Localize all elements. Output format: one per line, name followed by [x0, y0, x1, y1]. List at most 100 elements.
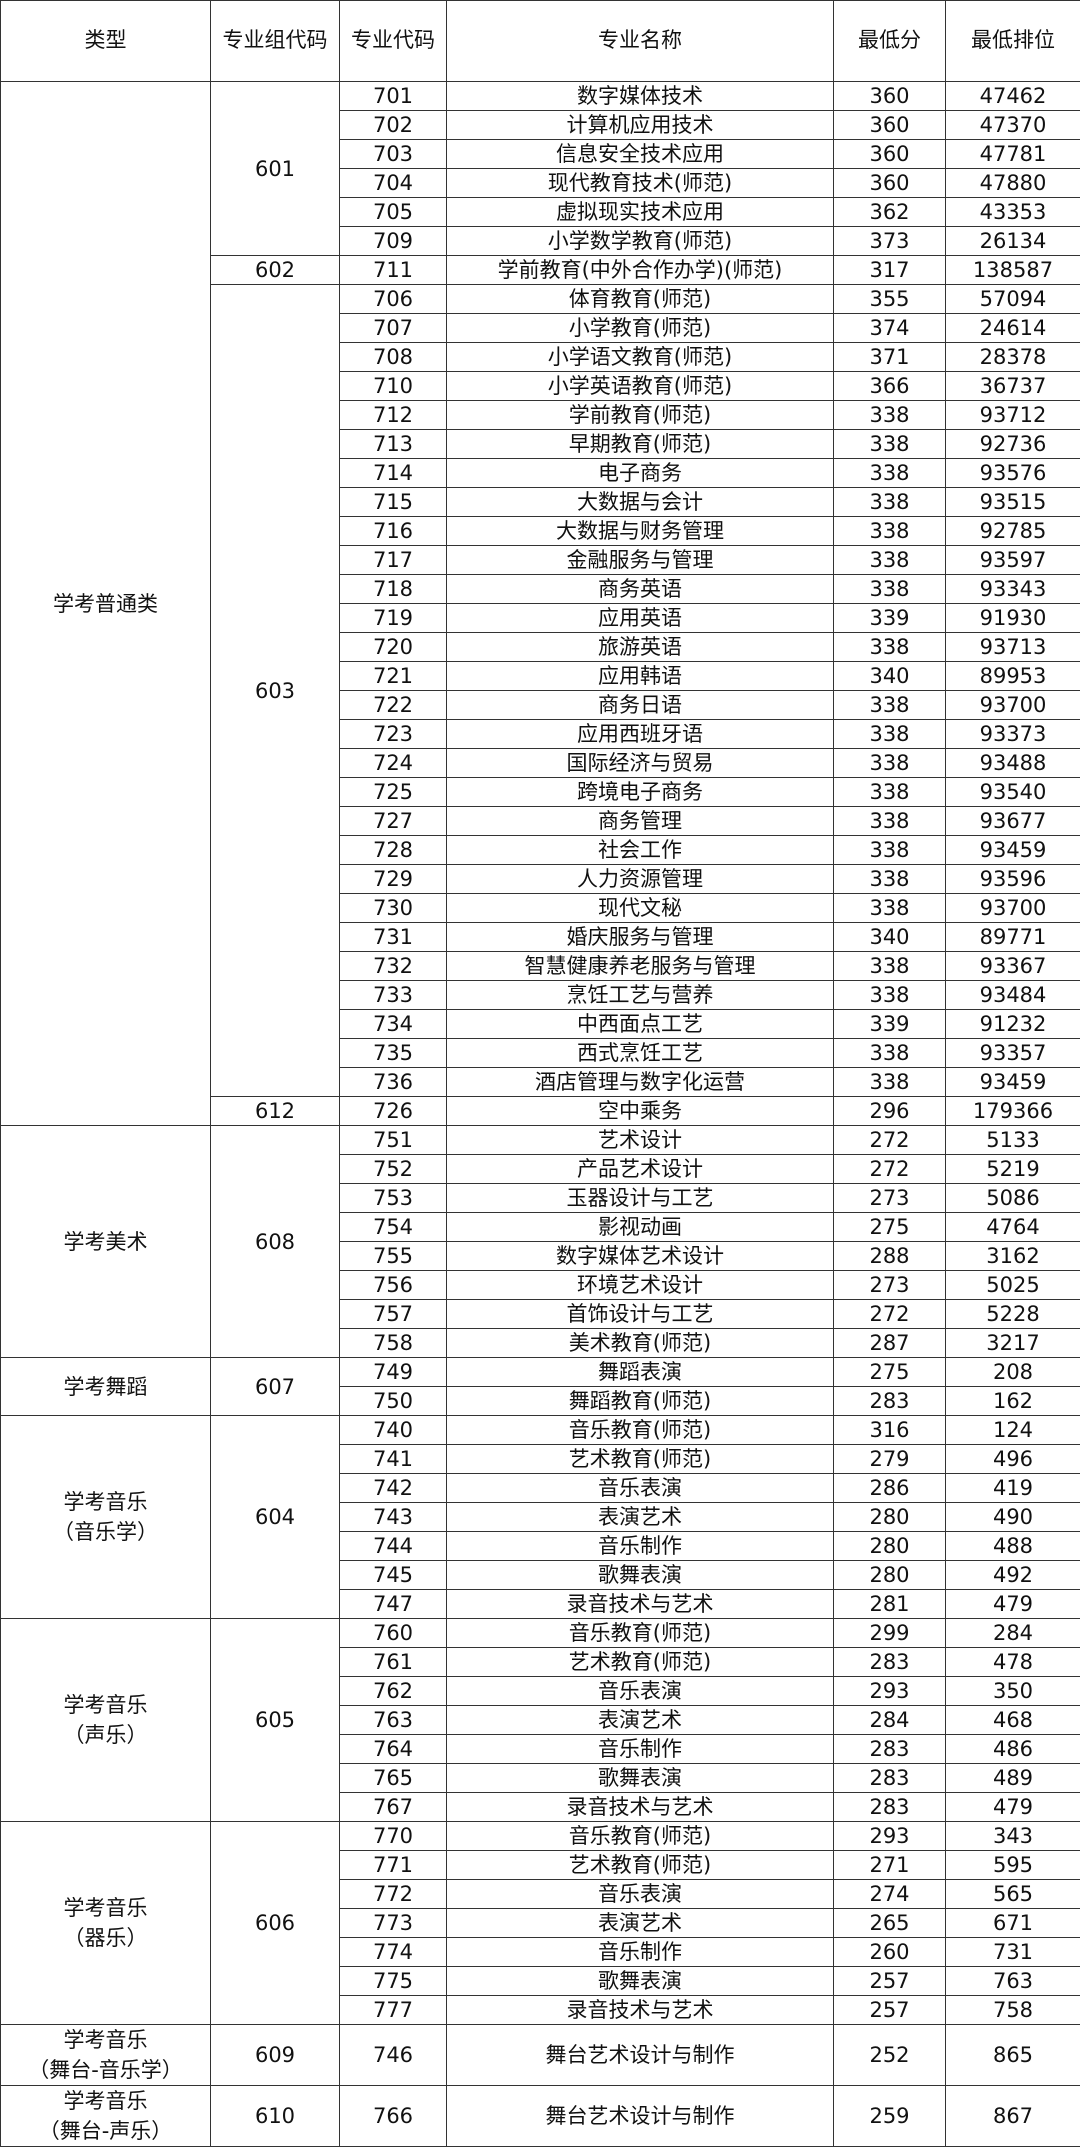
min-score: 252 — [833, 2024, 946, 2086]
min-rank: 47462 — [945, 81, 1080, 111]
table-row: 750 舞蹈教育(师范) 283 162 — [1, 1386, 1080, 1416]
table-row: 721 应用韩语 340 89953 — [1, 661, 1080, 691]
min-rank: 91930 — [945, 603, 1080, 633]
major-name: 跨境电子商务 — [446, 777, 834, 807]
major-code: 754 — [339, 1212, 447, 1242]
major-code: 726 — [339, 1096, 447, 1126]
min-rank: 89953 — [945, 661, 1080, 691]
min-score: 317 — [833, 255, 946, 285]
major-code: 708 — [339, 342, 447, 372]
major-code: 742 — [339, 1473, 447, 1503]
min-score: 283 — [833, 1792, 946, 1822]
table-row: 744 音乐制作 280 488 — [1, 1531, 1080, 1561]
major-name: 应用英语 — [446, 603, 834, 633]
major-code: 777 — [339, 1995, 447, 2025]
major-code: 709 — [339, 226, 447, 256]
major-name: 数字媒体艺术设计 — [446, 1241, 834, 1271]
major-name: 人力资源管理 — [446, 864, 834, 894]
major-code: 767 — [339, 1792, 447, 1822]
major-name: 电子商务 — [446, 458, 834, 488]
min-rank: 47781 — [945, 139, 1080, 169]
min-score: 275 — [833, 1357, 946, 1387]
min-score: 283 — [833, 1763, 946, 1793]
type-cell: 学考美术 — [0, 1125, 211, 1358]
major-name: 社会工作 — [446, 835, 834, 865]
major-name: 体育教育(师范) — [446, 284, 834, 314]
min-score: 338 — [833, 690, 946, 720]
min-score: 299 — [833, 1618, 946, 1648]
table-row: 学考音乐 （音乐学） 604 740 音乐教育(师范) 316 124 — [0, 1415, 1080, 1619]
major-code: 770 — [339, 1821, 447, 1851]
major-name: 音乐教育(师范) — [446, 1821, 834, 1851]
min-score: 340 — [833, 922, 946, 952]
type-cell: 学考音乐 （舞台-声乐） — [0, 2085, 211, 2147]
major-name: 现代文秘 — [446, 893, 834, 923]
major-code: 756 — [339, 1270, 447, 1300]
table-row: 775 歌舞表演 257 763 — [1, 1966, 1080, 1996]
group-code: 609 — [210, 2024, 340, 2086]
table-row: 709 小学数学教育(师范) 373 26134 — [1, 226, 1080, 256]
min-score: 338 — [833, 777, 946, 807]
min-rank: 284 — [945, 1618, 1080, 1648]
min-rank: 5219 — [945, 1154, 1080, 1184]
min-rank: 489 — [945, 1763, 1080, 1793]
table-row: 767 录音技术与艺术 283 479 — [1, 1792, 1080, 1822]
min-rank: 91232 — [945, 1009, 1080, 1039]
min-score: 360 — [833, 168, 946, 198]
major-code: 743 — [339, 1502, 447, 1532]
major-code: 775 — [339, 1966, 447, 1996]
min-rank: 93515 — [945, 487, 1080, 517]
type-cell: 学考音乐 （舞台-音乐学） — [0, 2024, 211, 2086]
min-score: 293 — [833, 1676, 946, 1706]
min-rank: 479 — [945, 1792, 1080, 1822]
major-code: 750 — [339, 1386, 447, 1416]
min-rank: 93576 — [945, 458, 1080, 488]
major-name: 美术教育(师范) — [446, 1328, 834, 1358]
type-line: 学考音乐 — [63, 2089, 148, 2113]
major-name: 应用韩语 — [446, 661, 834, 691]
header-cell: 类型 — [0, 0, 211, 82]
table-row: 603 706 体育教育(师范) 355 57094 — [1, 284, 1080, 1097]
major-code: 707 — [339, 313, 447, 343]
min-score: 284 — [833, 1705, 946, 1735]
major-code: 774 — [339, 1937, 447, 1967]
table-row: 741 艺术教育(师范) 279 496 — [1, 1444, 1080, 1474]
table-row: 720 旅游英语 338 93713 — [1, 632, 1080, 662]
table-row: 736 酒店管理与数字化运营 338 93459 — [1, 1067, 1080, 1097]
major-name: 录音技术与艺术 — [446, 1792, 834, 1822]
min-score: 296 — [833, 1096, 946, 1126]
major-code: 749 — [339, 1357, 447, 1387]
header-cell: 最低分 — [833, 0, 946, 82]
table-row: 752 产品艺术设计 272 5219 — [1, 1154, 1080, 1184]
type-cell: 学考音乐 （声乐） — [0, 1618, 211, 1822]
major-code: 712 — [339, 400, 447, 430]
min-score: 338 — [833, 806, 946, 836]
table-row: 755 数字媒体艺术设计 288 3162 — [1, 1241, 1080, 1271]
major-code: 757 — [339, 1299, 447, 1329]
table-row: 710 小学英语教育(师范) 366 36737 — [1, 371, 1080, 401]
table-row: 704 现代教育技术(师范) 360 47880 — [1, 168, 1080, 198]
group-code: 612 — [210, 1096, 340, 1126]
major-name: 表演艺术 — [446, 1908, 834, 1938]
major-name: 音乐制作 — [446, 1937, 834, 1967]
min-rank: 47880 — [945, 168, 1080, 198]
major-code: 711 — [339, 255, 447, 285]
type-cell: 学考音乐 （音乐学） — [0, 1415, 211, 1619]
major-code: 740 — [339, 1415, 447, 1445]
min-rank: 93459 — [945, 1067, 1080, 1097]
min-rank: 36737 — [945, 371, 1080, 401]
major-code: 701 — [339, 81, 447, 111]
header-row: 类型 专业组代码 专业代码 专业名称 最低分 最低排位 — [0, 0, 1080, 82]
min-score: 338 — [833, 1038, 946, 1068]
min-rank: 488 — [945, 1531, 1080, 1561]
major-name: 音乐表演 — [446, 1473, 834, 1503]
major-name: 首饰设计与工艺 — [446, 1299, 834, 1329]
min-rank: 92736 — [945, 429, 1080, 459]
major-name: 小学英语教育(师范) — [446, 371, 834, 401]
major-name: 国际经济与贸易 — [446, 748, 834, 778]
min-rank: 492 — [945, 1560, 1080, 1590]
min-score: 259 — [833, 2085, 946, 2147]
group-code: 605 — [210, 1618, 340, 1822]
major-name: 歌舞表演 — [446, 1966, 834, 1996]
